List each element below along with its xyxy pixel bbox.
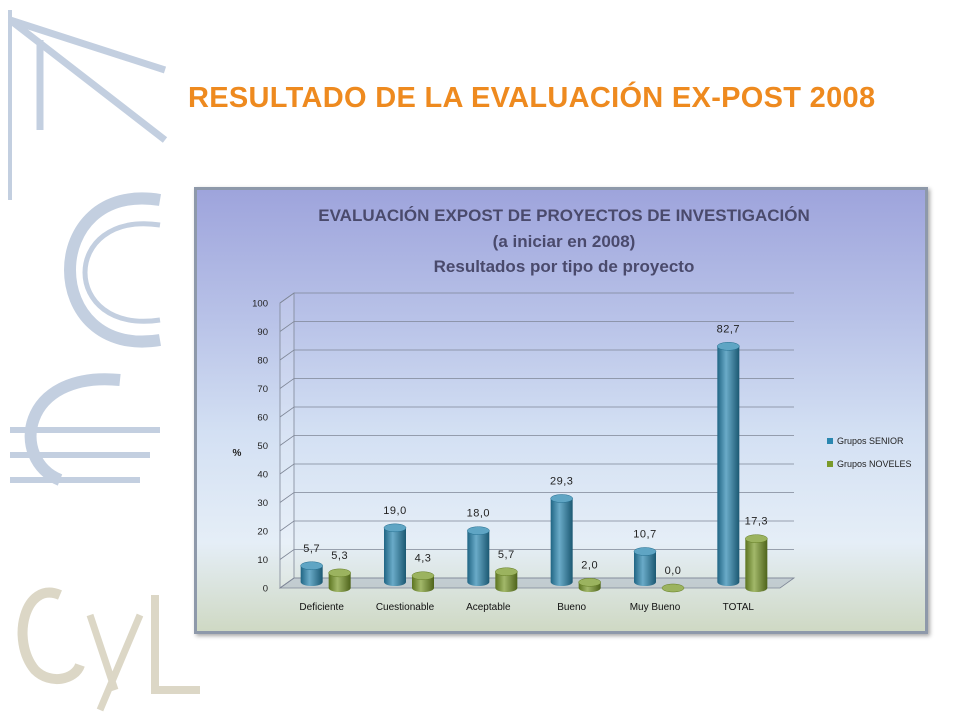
data-label: 2,0 <box>581 559 598 571</box>
legend-label: Grupos SENIOR <box>837 436 904 446</box>
x-tick-label: Bueno <box>557 602 586 613</box>
x-tick-label: Muy Bueno <box>630 602 681 613</box>
y-tick-label: 70 <box>257 384 268 395</box>
data-label: 0,0 <box>665 565 682 577</box>
y-tick-label: 60 <box>257 413 268 424</box>
y-tick-label: 10 <box>257 555 268 566</box>
bar-top <box>717 342 740 351</box>
y-tick-label: 20 <box>257 527 268 538</box>
data-label: 19,0 <box>383 505 406 517</box>
data-label: 10,7 <box>633 529 656 541</box>
slide-title: RESULTADO DE LA EVALUACIÓN EX-POST 2008 <box>188 82 876 114</box>
legend: Grupos SENIOR Grupos NOVELES <box>827 436 912 469</box>
gridline <box>279 349 794 361</box>
y-tick-label: 50 <box>257 441 268 452</box>
bar-noveles-deficiente <box>328 572 351 592</box>
gridline <box>279 549 794 560</box>
y-tick-label: 100 <box>252 299 268 310</box>
legend-swatch <box>827 461 833 467</box>
gridline <box>279 292 794 304</box>
bar-top <box>578 578 601 587</box>
data-label: 4,3 <box>415 553 432 565</box>
bar-noveles-total <box>745 538 768 592</box>
bar-chart: EVALUACIÓN EXPOST DE PROYECTOS DE INVEST… <box>233 206 912 613</box>
y-tick-label: 0 <box>263 584 268 595</box>
legend-swatch <box>827 438 833 444</box>
acsucyl-logo <box>7 10 200 712</box>
bar-top <box>411 571 435 580</box>
chart-subtitle-1: (a iniciar en 2008) <box>493 232 636 251</box>
bar-top <box>745 534 768 543</box>
gridline <box>279 492 794 503</box>
bar-noveles-aceptable <box>495 571 518 592</box>
bar-top <box>633 547 657 556</box>
y-tick-label: 40 <box>257 470 268 481</box>
gridline <box>279 520 794 532</box>
bar-senior-aceptable <box>467 530 490 586</box>
gridline <box>279 378 794 389</box>
bar-senior-cuestionable <box>384 527 406 586</box>
data-label: 5,7 <box>498 549 515 561</box>
chart-panel: EVALUACIÓN EXPOST DE PROYECTOS DE INVEST… <box>194 187 928 634</box>
x-tick-label: TOTAL <box>723 602 755 613</box>
gridline <box>279 406 794 418</box>
data-label: 5,7 <box>303 543 320 555</box>
data-label: 5,3 <box>331 550 348 562</box>
bar-senior-deficiente <box>300 565 323 586</box>
bar-noveles-cuestionable <box>412 575 434 592</box>
x-tick-label: Deficiente <box>299 602 344 613</box>
bar-top <box>495 567 518 577</box>
bar-senior-muy-bueno <box>634 551 656 586</box>
bar-top <box>328 568 351 578</box>
bar-top <box>383 523 407 533</box>
bar-top <box>550 494 573 503</box>
floor <box>278 577 796 589</box>
gridline <box>279 435 794 446</box>
bar-top <box>467 526 490 535</box>
y-tick-label: 80 <box>257 356 268 367</box>
data-label: 18,0 <box>467 508 490 520</box>
bar-top <box>300 561 323 571</box>
chart-subtitle-2: Resultados por tipo de proyecto <box>434 257 695 276</box>
data-label: 17,3 <box>745 516 768 528</box>
data-label: 82,7 <box>717 323 740 335</box>
y-tick-label: 30 <box>257 498 268 509</box>
data-label: 29,3 <box>550 475 573 487</box>
chart-title: EVALUACIÓN EXPOST DE PROYECTOS DE INVEST… <box>318 206 810 225</box>
y-axis-label: % <box>233 448 242 459</box>
gridline <box>279 321 794 332</box>
y-tick-label: 90 <box>257 327 268 338</box>
gridline <box>279 463 794 475</box>
plot-area: 0 10 20 30 40 50 60 70 80 90 100 5,7 5,3 Deficiente 19… <box>252 292 796 613</box>
x-tick-label: Cuestionable <box>376 602 435 613</box>
bar-senior-total <box>717 346 740 586</box>
x-tick-label: Aceptable <box>466 602 511 613</box>
bar-senior-bueno <box>550 498 573 586</box>
legend-label: Grupos NOVELES <box>837 459 912 469</box>
bar-top <box>661 583 685 593</box>
